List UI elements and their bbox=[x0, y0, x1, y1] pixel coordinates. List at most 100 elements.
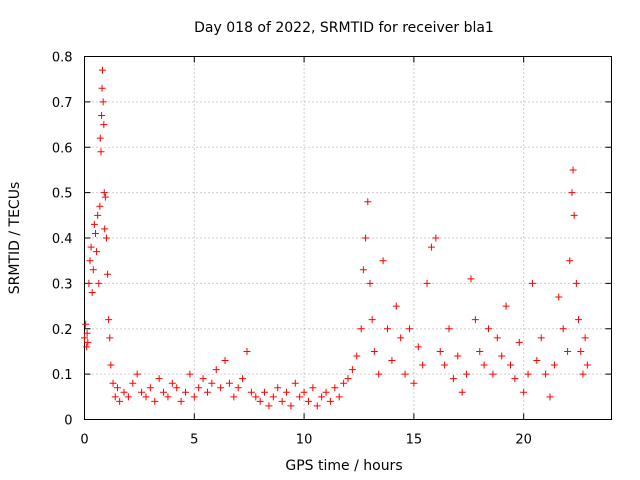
data-point-marker bbox=[296, 393, 304, 401]
grid bbox=[84, 56, 612, 420]
data-point-marker bbox=[99, 98, 107, 106]
data-point-marker bbox=[449, 375, 457, 383]
data-point-marker bbox=[120, 388, 128, 396]
data-point-marker bbox=[546, 393, 554, 401]
data-point-marker bbox=[91, 229, 99, 237]
data-point-marker bbox=[410, 379, 418, 387]
data-point-marker bbox=[203, 388, 211, 396]
data-point-marker bbox=[124, 393, 132, 401]
data-point-marker bbox=[100, 189, 108, 197]
data-point-marker bbox=[113, 384, 121, 392]
data-point-marker bbox=[432, 234, 440, 242]
data-point-marker bbox=[467, 275, 475, 283]
data-point-marker bbox=[269, 393, 277, 401]
data-point-marker bbox=[87, 243, 95, 251]
data-point-marker bbox=[331, 384, 339, 392]
data-point-marker bbox=[86, 257, 94, 265]
data-point-marker bbox=[476, 347, 484, 355]
data-point-marker bbox=[318, 393, 326, 401]
data-point-marker bbox=[230, 393, 238, 401]
data-point-marker bbox=[300, 388, 308, 396]
y-tick-label: 0.1 bbox=[52, 368, 73, 383]
x-tick-label: 10 bbox=[296, 433, 313, 448]
data-point-marker bbox=[419, 361, 427, 369]
data-point-marker bbox=[90, 220, 98, 228]
data-point-marker bbox=[252, 393, 260, 401]
data-point-marker bbox=[247, 388, 255, 396]
data-point-marker bbox=[583, 361, 591, 369]
data-point-marker bbox=[577, 347, 585, 355]
data-point-marker bbox=[278, 397, 286, 405]
data-point-marker bbox=[368, 316, 376, 324]
data-markers bbox=[81, 66, 591, 410]
data-point-marker bbox=[151, 397, 159, 405]
y-tick-label: 0.7 bbox=[52, 96, 73, 111]
data-point-marker bbox=[182, 388, 190, 396]
data-point-marker bbox=[195, 384, 203, 392]
data-point-marker bbox=[95, 279, 103, 287]
data-point-marker bbox=[364, 198, 372, 206]
data-point-marker bbox=[502, 302, 510, 310]
data-point-marker bbox=[564, 347, 572, 355]
data-point-marker bbox=[97, 148, 105, 156]
y-tick-label: 0.2 bbox=[52, 323, 73, 338]
data-point-marker bbox=[463, 370, 471, 378]
data-point-marker bbox=[186, 370, 194, 378]
data-point-marker bbox=[370, 347, 378, 355]
data-point-marker bbox=[283, 388, 291, 396]
data-point-marker bbox=[322, 388, 330, 396]
y-tick-label: 0 bbox=[64, 414, 72, 429]
data-point-marker bbox=[542, 370, 550, 378]
data-point-marker bbox=[101, 225, 109, 233]
data-point-marker bbox=[173, 384, 181, 392]
data-point-marker bbox=[177, 397, 185, 405]
data-point-marker bbox=[454, 352, 462, 360]
data-point-marker bbox=[423, 279, 431, 287]
data-point-marker bbox=[506, 361, 514, 369]
chart-title: Day 018 of 2022, SRMTID for receiver bla… bbox=[194, 20, 494, 36]
data-point-marker bbox=[414, 343, 422, 351]
data-point-marker bbox=[362, 234, 370, 242]
data-point-marker bbox=[515, 338, 523, 346]
data-point-marker bbox=[579, 370, 587, 378]
data-point-marker bbox=[146, 384, 154, 392]
data-point-marker bbox=[326, 397, 334, 405]
data-point-marker bbox=[375, 370, 383, 378]
data-point-marker bbox=[104, 270, 112, 278]
x-tick-label: 0 bbox=[80, 433, 88, 448]
data-point-marker bbox=[168, 379, 176, 387]
data-point-marker bbox=[388, 357, 396, 365]
data-point-marker bbox=[493, 334, 501, 342]
data-point-marker bbox=[85, 279, 93, 287]
y-axis-ticks: 0 0.1 0.2 0.3 0.4 0.5 0.6 0.7 0.8 bbox=[52, 51, 612, 429]
data-point-marker bbox=[265, 402, 273, 410]
data-point-marker bbox=[304, 397, 312, 405]
data-point-marker bbox=[575, 316, 583, 324]
data-point-marker bbox=[445, 325, 453, 333]
data-point-marker bbox=[550, 361, 558, 369]
data-point-marker bbox=[471, 316, 479, 324]
data-point-marker bbox=[155, 375, 163, 383]
data-point-marker bbox=[287, 402, 295, 410]
plot-area-frame bbox=[84, 56, 612, 420]
data-point-marker bbox=[570, 211, 578, 219]
data-point-marker bbox=[348, 366, 356, 374]
data-point-marker bbox=[96, 202, 104, 210]
data-point-marker bbox=[256, 397, 264, 405]
data-point-marker bbox=[190, 393, 198, 401]
data-point-marker bbox=[569, 166, 577, 174]
data-point-marker bbox=[572, 279, 580, 287]
data-point-marker bbox=[511, 375, 519, 383]
data-point-marker bbox=[344, 375, 352, 383]
data-point-marker bbox=[485, 325, 493, 333]
data-point-marker bbox=[142, 393, 150, 401]
data-point-marker bbox=[313, 402, 321, 410]
data-point-marker bbox=[160, 388, 168, 396]
data-point-marker bbox=[99, 66, 107, 74]
data-point-marker bbox=[107, 361, 115, 369]
data-point-marker bbox=[524, 370, 532, 378]
data-point-marker bbox=[436, 347, 444, 355]
data-point-marker bbox=[384, 325, 392, 333]
data-point-marker bbox=[98, 111, 106, 119]
